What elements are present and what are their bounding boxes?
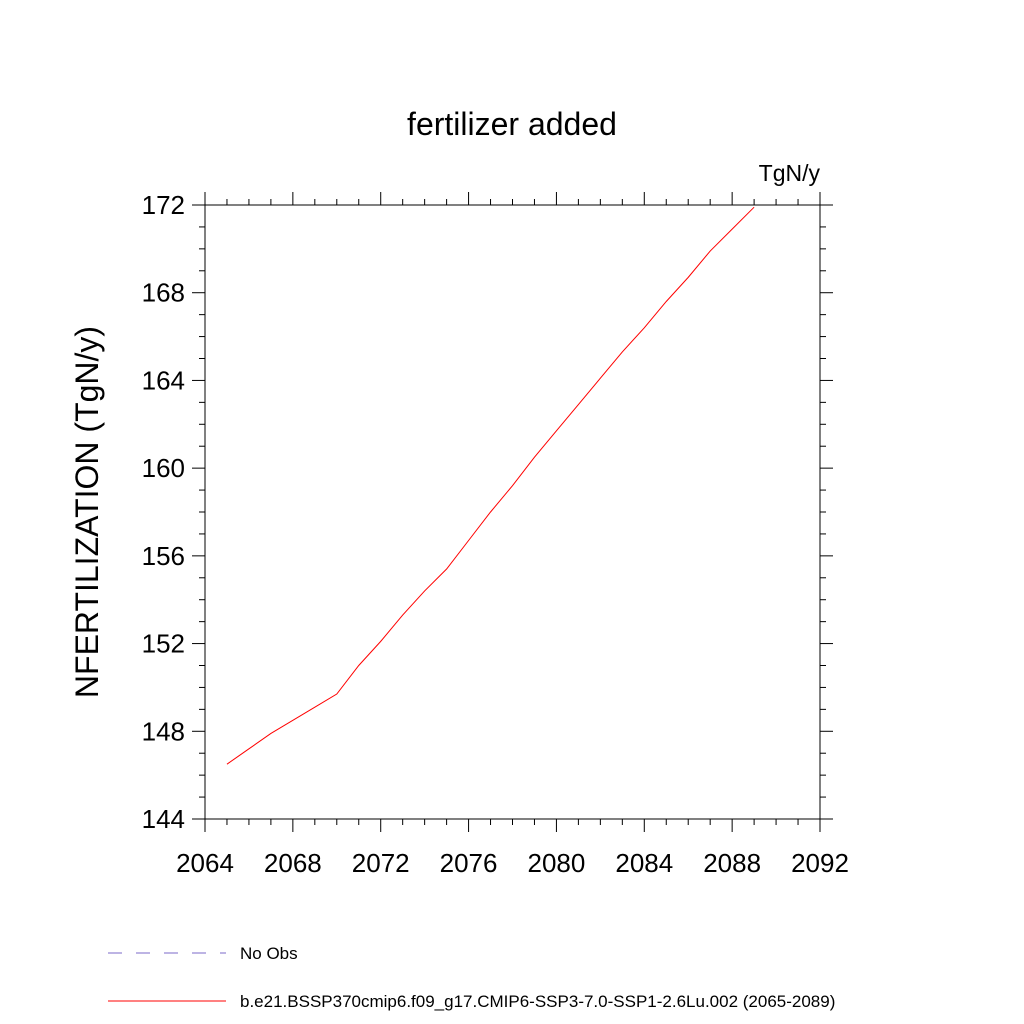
x-tick-label: 2072 (352, 848, 410, 878)
x-tick-label: 2076 (440, 848, 498, 878)
y-axis-tick-labels: 144 148 152 156 160 164 168 172 (142, 190, 185, 834)
series-layer (226, 206, 755, 765)
y-tick-label: 148 (142, 716, 185, 746)
legend-label-no-obs: No Obs (240, 944, 298, 963)
y-axis-label: NFERTILIZATION (TgN/y) (69, 326, 105, 698)
y-tick-label: 172 (142, 190, 185, 220)
y-axis-ticks (192, 204, 833, 820)
legend-label-series: b.e21.BSSP370cmip6.f09_g17.CMIP6-SSP3-7.… (240, 992, 835, 1011)
x-axis-tick-labels: 2064 2068 2072 2076 2080 2084 2088 2092 (176, 848, 849, 878)
y-tick-label: 168 (142, 278, 185, 308)
x-tick-label: 2088 (703, 848, 761, 878)
x-tick-label: 2068 (264, 848, 322, 878)
plot-frame (204, 204, 821, 820)
y-tick-label: 164 (142, 365, 185, 395)
legend: No Obs b.e21.BSSP370cmip6.f09_g17.CMIP6-… (108, 944, 835, 1011)
x-tick-label: 2084 (615, 848, 673, 878)
y-tick-label: 152 (142, 629, 185, 659)
chart-title: fertilizer added (407, 106, 617, 142)
y-tick-label: 160 (142, 453, 185, 483)
x-tick-label: 2092 (791, 848, 849, 878)
y-tick-label: 144 (142, 804, 185, 834)
units-label: TgN/y (759, 160, 821, 186)
x-tick-label: 2064 (176, 848, 234, 878)
x-tick-label: 2080 (528, 848, 586, 878)
x-axis-ticks (204, 192, 821, 832)
series-line-0 (226, 206, 755, 765)
y-tick-label: 156 (142, 541, 185, 571)
